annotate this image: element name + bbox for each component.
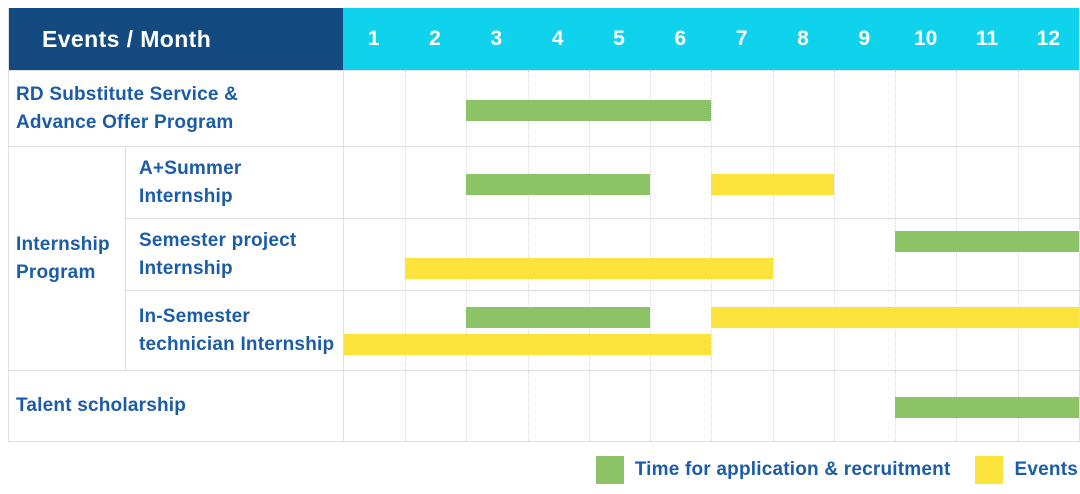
month-gridline bbox=[772, 219, 774, 290]
month-header-10: 10 bbox=[894, 8, 957, 70]
timeline-row-a-summer-internship bbox=[343, 146, 1079, 218]
application-bar-months-3-5 bbox=[466, 173, 651, 195]
events-month-table: Events / Month 1 2 3 4 5 6 7 8 9 10 11 12 Internship… bbox=[8, 8, 1080, 442]
application-bar-months-3-6 bbox=[466, 99, 712, 121]
month-gridline bbox=[405, 71, 407, 146]
month-header-5: 5 bbox=[588, 8, 650, 70]
month-gridline bbox=[956, 147, 958, 218]
events-bar-months-7-12 bbox=[711, 306, 1079, 328]
row-label-semester-project-internship: Semester project Internship bbox=[125, 218, 343, 290]
month-header-7: 7 bbox=[710, 8, 773, 70]
month-gridline bbox=[956, 291, 958, 370]
timeline-row-rd-substitute-service bbox=[343, 70, 1079, 146]
month-gridline bbox=[650, 147, 652, 218]
month-header-8: 8 bbox=[772, 8, 834, 70]
month-gridline bbox=[588, 219, 590, 290]
month-gridline bbox=[1017, 291, 1019, 370]
month-gridline bbox=[466, 219, 468, 290]
month-header-11: 11 bbox=[956, 8, 1018, 70]
legend-label-events: Events bbox=[1014, 459, 1078, 480]
table-header-title: Events / Month bbox=[9, 8, 343, 70]
month-gridline bbox=[833, 371, 835, 441]
application-bar-months-3-5 bbox=[466, 306, 651, 328]
month-gridline bbox=[772, 71, 774, 146]
month-gridline bbox=[833, 291, 835, 370]
month-gridline bbox=[405, 371, 407, 441]
month-gridline bbox=[1017, 71, 1019, 146]
month-header-12: 12 bbox=[1017, 8, 1079, 70]
month-header-1: 1 bbox=[343, 8, 405, 70]
month-gridline bbox=[711, 219, 713, 290]
month-gridline bbox=[405, 291, 407, 370]
month-gridline bbox=[527, 219, 529, 290]
events-bar-months-7-8 bbox=[711, 173, 834, 195]
row-label-in-semester-technician-internship: In-Semester technician Internship bbox=[125, 290, 343, 370]
timeline-row-talent-scholarship bbox=[343, 370, 1079, 441]
month-gridline bbox=[833, 219, 835, 290]
application-bar-months-10-12 bbox=[895, 397, 1079, 418]
month-gridline bbox=[711, 371, 713, 441]
month-header-9: 9 bbox=[833, 8, 895, 70]
legend-swatch-events bbox=[975, 456, 1004, 484]
month-gridline bbox=[711, 71, 713, 146]
month-gridline bbox=[1017, 219, 1019, 290]
month-gridline bbox=[895, 219, 897, 290]
events-bar-months-2-7 bbox=[405, 257, 773, 279]
month-gridline bbox=[711, 291, 713, 370]
row-label-rd-substitute-service: RD Substitute Service & Advance Offer Pro… bbox=[9, 70, 343, 146]
timeline-row-in-semester-technician-internship bbox=[343, 290, 1079, 370]
month-gridline bbox=[772, 291, 774, 370]
month-gridline bbox=[833, 71, 835, 146]
month-gridline bbox=[466, 371, 468, 441]
legend-item-events: Events bbox=[975, 456, 1078, 484]
legend-swatch-application bbox=[595, 456, 624, 484]
month-gridline bbox=[405, 219, 407, 290]
application-bar-months-10-12 bbox=[895, 230, 1079, 252]
month-gridline bbox=[466, 291, 468, 370]
month-gridline bbox=[833, 147, 835, 218]
month-gridline bbox=[956, 219, 958, 290]
month-gridline bbox=[956, 71, 958, 146]
row-label-talent-scholarship: Talent scholarship bbox=[9, 370, 343, 441]
month-gridline bbox=[650, 291, 652, 370]
legend-item-application: Time for application & recruitment bbox=[595, 456, 951, 484]
month-gridline bbox=[895, 71, 897, 146]
timeline-row-semester-project-internship bbox=[343, 218, 1079, 290]
month-gridline bbox=[895, 291, 897, 370]
month-gridline bbox=[650, 371, 652, 441]
month-gridline bbox=[650, 219, 652, 290]
month-gridline bbox=[588, 291, 590, 370]
month-gridline bbox=[405, 147, 407, 218]
month-header-2: 2 bbox=[404, 8, 466, 70]
group-label-internship-program: Internship Program bbox=[9, 146, 125, 370]
month-gridline bbox=[588, 371, 590, 441]
legend-label-application: Time for application & recruitment bbox=[634, 459, 951, 480]
month-header-4: 4 bbox=[526, 8, 589, 70]
month-header-6: 6 bbox=[649, 8, 711, 70]
month-gridline bbox=[1017, 147, 1019, 218]
month-gridline bbox=[527, 291, 529, 370]
month-gridline bbox=[895, 147, 897, 218]
legend: Time for application & recruitment Events bbox=[0, 456, 1078, 484]
month-gridline bbox=[772, 371, 774, 441]
month-gridline bbox=[527, 371, 529, 441]
events-bar-months-1-6 bbox=[344, 333, 712, 355]
month-header-3: 3 bbox=[465, 8, 527, 70]
row-label-a-summer-internship: A+Summer Internship bbox=[125, 146, 343, 218]
